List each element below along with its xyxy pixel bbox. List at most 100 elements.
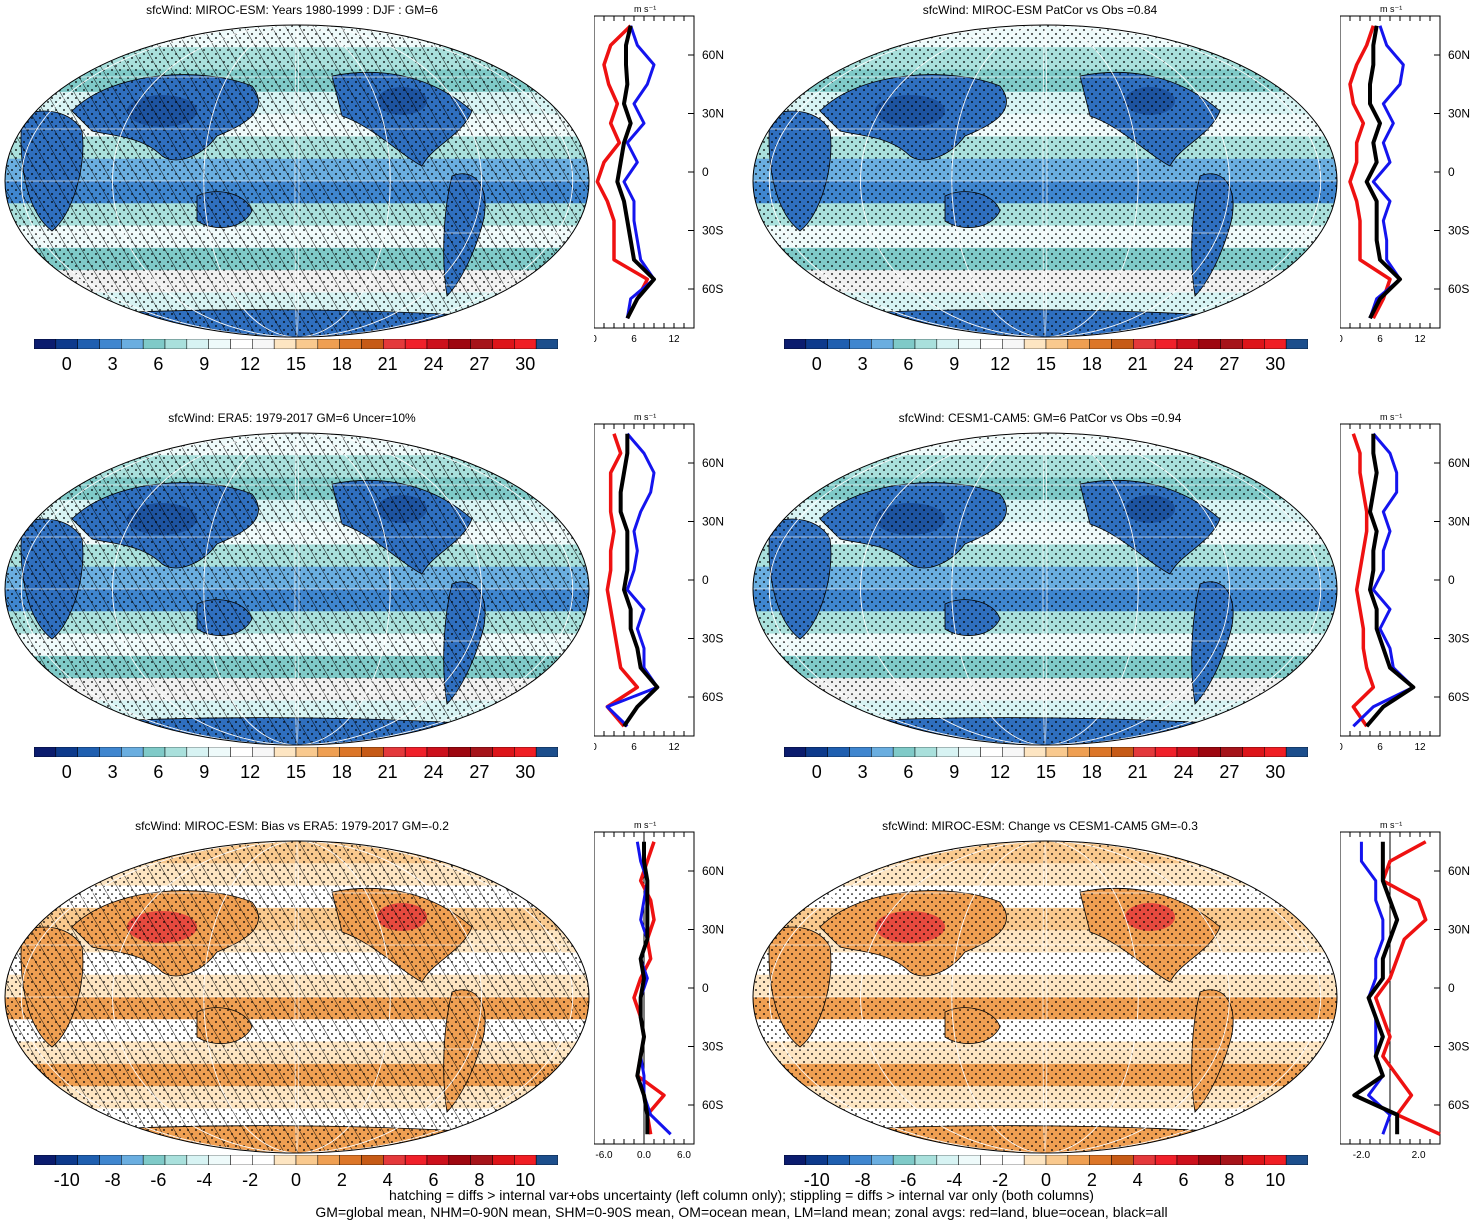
- colorbar-tick-label: 15: [1035, 762, 1057, 782]
- colorbar-swatch: [1198, 1155, 1221, 1165]
- colorbar-tick-label: 3: [857, 354, 868, 374]
- graticule-line: [1042, 841, 1048, 1153]
- panel-title: sfcWind: MIROC-ESM: Bias vs ERA5: 1979-2…: [135, 819, 449, 833]
- zonal-mean-plot: 60N 30N 0 30S 60S 0 6 12 m s⁻¹: [594, 4, 724, 345]
- colorbar-tick-label: 18: [1081, 354, 1102, 374]
- colorbar-tick-label: 6: [903, 354, 914, 374]
- colorbar-swatch: [1045, 1155, 1069, 1165]
- colorbar-tick-label: 8: [1224, 1170, 1235, 1190]
- graticule-line: [20, 433, 574, 745]
- zonal-unit-label: m s⁻¹: [634, 4, 656, 14]
- colorbar-tick-label: 0: [1040, 1170, 1052, 1190]
- colorbar-swatch: [1220, 747, 1243, 757]
- colorbar-swatch: [1285, 1155, 1308, 1165]
- x-tick-label: 2.0: [1412, 1150, 1426, 1161]
- colorbar-swatch: [805, 1155, 828, 1165]
- zonal-unit-label: m s⁻¹: [1380, 4, 1402, 14]
- lat-tick-label: 30S: [702, 632, 723, 646]
- zonal-mean-plot: 60N 30N 0 30S 60S 0 6 12 m s⁻¹: [1340, 412, 1470, 753]
- colorbar-swatch: [1154, 747, 1178, 757]
- panel-5: sfcWind: MIROC-ESM: Bias vs ERA5: 1979-2…: [0, 816, 1483, 1216]
- colorbar-tick-label: -4: [946, 1170, 963, 1190]
- colorbar-tick-label: 18: [331, 762, 352, 782]
- x-tick-label: 0: [1340, 742, 1343, 753]
- colorbar-tick-label: 0: [811, 354, 822, 374]
- colorbar-tick-label: 9: [199, 762, 210, 782]
- lat-tick-label: 60N: [1448, 48, 1470, 62]
- lat-tick-label: 60S: [1448, 1098, 1469, 1112]
- colorbar-tick-label: 21: [1127, 762, 1148, 782]
- colorbar-tick-label: 3: [107, 762, 118, 782]
- colorbar-swatch: [849, 339, 872, 349]
- zonal-mean-plot: 60N 30N 0 30S 60S -6.0 0.0 6.0 m s⁻¹: [594, 820, 724, 1161]
- colorbar-tick-label: 6: [903, 762, 914, 782]
- colorbar-tick-label: 2: [1086, 1170, 1097, 1190]
- colorbar-swatch: [1154, 339, 1178, 349]
- colorbar: [784, 339, 1308, 349]
- graticule-line: [768, 841, 1322, 1153]
- colorbar-swatch: [1023, 747, 1047, 757]
- lat-tick-label: 30N: [1448, 107, 1470, 121]
- lat-tick-label: 60S: [702, 690, 723, 704]
- colorbar-swatch: [936, 747, 959, 757]
- x-tick-label: 6: [631, 742, 637, 753]
- graticule-line: [860, 841, 1230, 1153]
- colorbar-tick-label: 24: [423, 354, 444, 374]
- colorbar-swatch: [1067, 339, 1090, 349]
- colorbar-tick-label: 24: [1173, 354, 1194, 374]
- lat-tick-label: 30S: [1448, 1040, 1469, 1054]
- lat-tick-label: 60N: [1448, 456, 1470, 470]
- colorbar-tick-label: 3: [857, 762, 868, 782]
- panel-2: sfcWind: MIROC-ESM PatCor vs Obs =0.84 0 3…: [0, 0, 1483, 400]
- graticule-line: [768, 433, 1322, 745]
- zonal-mean-plot: 60N 30N 0 30S 60S 0 6 12 m s⁻¹: [1340, 4, 1470, 345]
- lat-tick-label: 30S: [702, 224, 723, 238]
- panel-6: sfcWind: MIROC-ESM: Change vs CESM1-CAM5…: [0, 816, 1483, 1216]
- colorbar-swatch: [827, 339, 850, 349]
- map-border: [4, 24, 590, 338]
- world-map: [752, 840, 1338, 1154]
- colorbar-swatch: [1176, 747, 1200, 757]
- graticule-line: [112, 433, 482, 745]
- panel-1: sfcWind: MIROC-ESM: Years 1980-1999 : DJ…: [0, 0, 1483, 400]
- colorbar-tick-label: 0: [290, 1170, 302, 1190]
- colorbar-swatch: [1067, 1155, 1090, 1165]
- colorbar-tick-label: 10: [1265, 1170, 1286, 1190]
- graticule-line: [860, 25, 1230, 337]
- colorbar-tick-label: 27: [469, 762, 490, 782]
- colorbar-swatch: [1111, 747, 1134, 757]
- lat-tick-label: 60N: [702, 864, 724, 878]
- x-tick-label: 12: [668, 334, 680, 345]
- colorbar-tick-label: 27: [469, 354, 490, 374]
- x-tick-label: 0: [1340, 334, 1343, 345]
- colorbar-swatch: [958, 1155, 981, 1165]
- graticule-line: [1042, 433, 1048, 745]
- world-map: [752, 432, 1338, 746]
- colorbar-tick-label: 24: [423, 762, 444, 782]
- x-tick-label: -2.0: [1353, 1150, 1371, 1161]
- colorbar-tick-label: 21: [1127, 354, 1148, 374]
- colorbar-tick-label: 6: [1178, 1170, 1189, 1190]
- x-tick-label: 12: [1414, 742, 1426, 753]
- colorbar-tick-label: 9: [199, 354, 210, 374]
- colorbar-tick-label: 9: [949, 354, 960, 374]
- lat-tick-label: 0: [702, 165, 709, 179]
- colorbar-tick-label: 12: [240, 762, 261, 782]
- colorbar: [34, 747, 558, 757]
- colorbar-swatch: [784, 339, 807, 349]
- lat-tick-label: 0: [1448, 165, 1455, 179]
- colorbar-tick-label: 27: [1219, 762, 1240, 782]
- colorbar-swatch: [1023, 1155, 1047, 1165]
- colorbar-swatch: [1264, 747, 1287, 757]
- colorbar-swatch: [1133, 1155, 1156, 1165]
- colorbar-tick-label: 6: [153, 354, 164, 374]
- graticule-line: [294, 433, 300, 745]
- x-tick-label: 6: [1377, 742, 1383, 753]
- zonal-unit-label: m s⁻¹: [634, 412, 656, 422]
- colorbar-swatch: [936, 339, 959, 349]
- lat-tick-label: 30S: [1448, 224, 1469, 238]
- graticule-line: [203, 841, 391, 1153]
- lat-tick-label: 30N: [702, 515, 724, 529]
- colorbar-tick-label: 15: [1035, 354, 1057, 374]
- zonal-frame: [1340, 423, 1441, 737]
